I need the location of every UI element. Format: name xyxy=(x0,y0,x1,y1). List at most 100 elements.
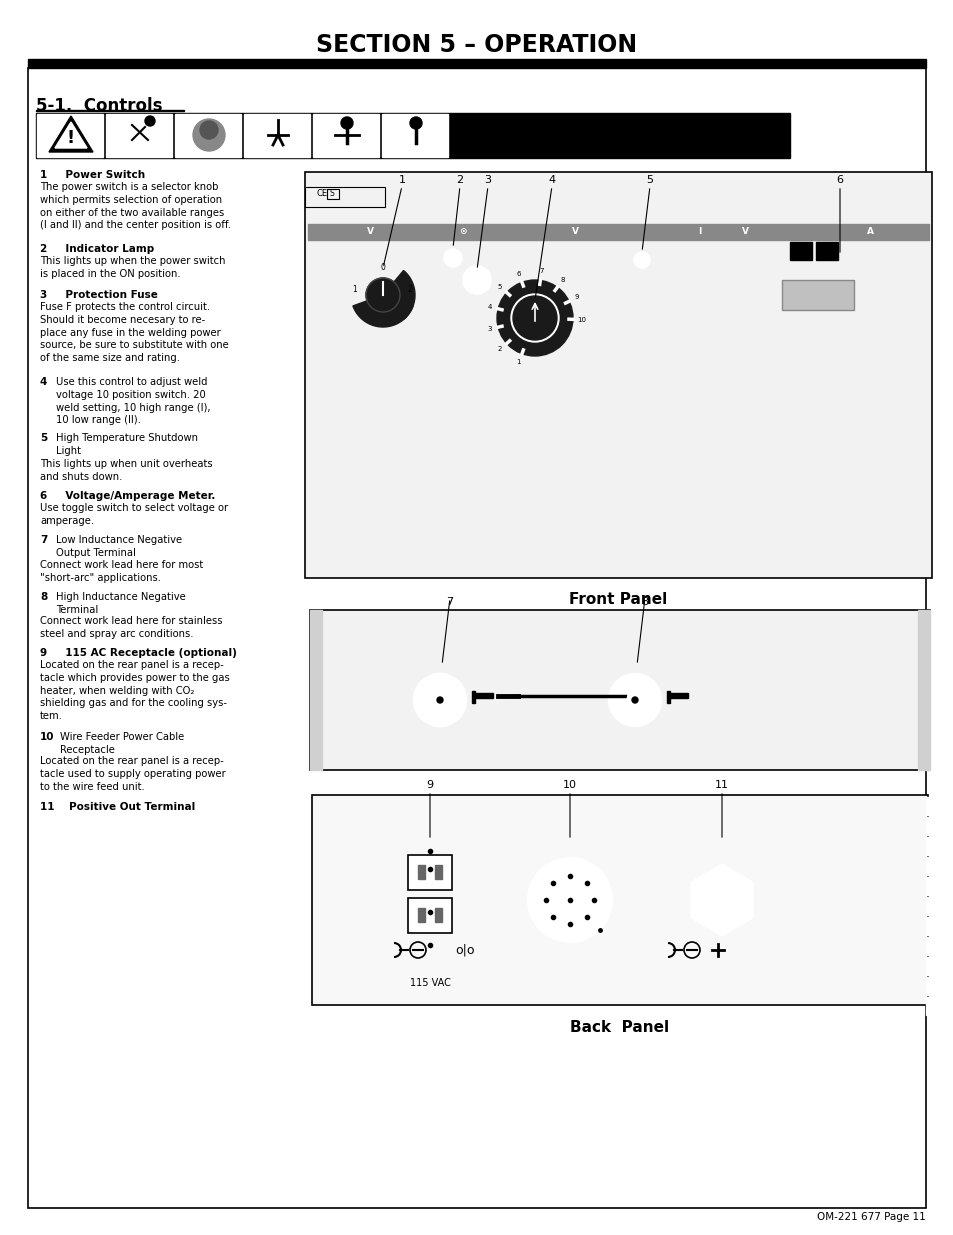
Text: V: V xyxy=(740,227,748,236)
Text: 7: 7 xyxy=(538,268,543,274)
Circle shape xyxy=(366,278,399,312)
Circle shape xyxy=(634,252,649,268)
Circle shape xyxy=(511,294,558,342)
Text: V: V xyxy=(366,227,374,236)
Text: OM-221 677 Page 11: OM-221 677 Page 11 xyxy=(817,1212,925,1221)
Text: 2: 2 xyxy=(456,175,463,185)
Text: 6     Voltage/Amperage Meter.: 6 Voltage/Amperage Meter. xyxy=(40,492,215,501)
Bar xyxy=(37,114,103,157)
Text: 4: 4 xyxy=(40,377,48,387)
Text: 11    Positive Out Terminal: 11 Positive Out Terminal xyxy=(40,802,195,811)
Polygon shape xyxy=(49,116,92,152)
Text: 115 VAC: 115 VAC xyxy=(409,978,450,988)
Text: 5: 5 xyxy=(497,284,501,289)
Circle shape xyxy=(497,280,573,356)
Text: V: V xyxy=(571,227,578,236)
Circle shape xyxy=(626,692,642,708)
Text: Wire Feeder Power Cable
Receptacle: Wire Feeder Power Cable Receptacle xyxy=(60,732,184,755)
Text: High Temperature Shutdown
Light: High Temperature Shutdown Light xyxy=(56,433,198,456)
Text: 7: 7 xyxy=(40,535,48,545)
Circle shape xyxy=(422,683,456,718)
Text: !: ! xyxy=(67,128,75,147)
Text: 4: 4 xyxy=(487,304,491,310)
Text: 9: 9 xyxy=(575,294,578,300)
Circle shape xyxy=(193,119,225,151)
Text: This lights up when unit overheats
and shuts down.: This lights up when unit overheats and s… xyxy=(40,459,213,482)
Circle shape xyxy=(462,266,491,294)
Text: 1: 1 xyxy=(353,285,357,294)
Polygon shape xyxy=(55,122,87,148)
Text: Front Panel: Front Panel xyxy=(568,593,666,608)
Text: 8: 8 xyxy=(40,592,48,601)
Circle shape xyxy=(513,296,557,340)
Bar xyxy=(305,186,385,207)
Text: 6: 6 xyxy=(836,175,842,185)
Bar xyxy=(925,818,940,835)
Text: A: A xyxy=(865,227,873,236)
Bar xyxy=(472,692,475,703)
Text: Fuse F protects the control circuit.
Should it become necesary to re-
place any : Fuse F protects the control circuit. Sho… xyxy=(40,303,229,363)
Bar xyxy=(666,692,669,703)
Circle shape xyxy=(631,697,638,703)
Bar xyxy=(925,997,940,1015)
Text: 8: 8 xyxy=(559,277,564,283)
Bar xyxy=(312,795,927,1005)
Circle shape xyxy=(608,674,660,726)
Text: 2: 2 xyxy=(497,347,501,352)
Bar xyxy=(308,224,928,240)
Circle shape xyxy=(468,270,485,289)
Circle shape xyxy=(410,117,421,128)
Text: ⊙: ⊙ xyxy=(458,227,466,236)
Text: 5: 5 xyxy=(40,433,48,443)
Text: This lights up when the power switch
is placed in the ON position.: This lights up when the power switch is … xyxy=(40,256,225,279)
Text: 1: 1 xyxy=(517,359,520,366)
Circle shape xyxy=(618,683,651,718)
Bar xyxy=(925,918,940,935)
Bar xyxy=(925,797,940,815)
Text: 9     115 AC Receptacle (optional): 9 115 AC Receptacle (optional) xyxy=(40,648,236,658)
Bar xyxy=(669,693,687,698)
Text: 10: 10 xyxy=(562,781,577,790)
Bar xyxy=(310,610,929,769)
Bar xyxy=(789,242,811,261)
Bar xyxy=(435,864,441,879)
Text: Located on the rear panel is a recep-
tacle used to supply operating power
to th: Located on the rear panel is a recep- ta… xyxy=(40,756,226,792)
Circle shape xyxy=(145,116,154,126)
Circle shape xyxy=(340,117,353,128)
Bar xyxy=(917,610,929,769)
Text: 2: 2 xyxy=(407,285,412,294)
Text: Use this control to adjust weld
voltage 10 position switch. 20
weld setting, 10 : Use this control to adjust weld voltage … xyxy=(56,377,211,425)
Text: Back  Panel: Back Panel xyxy=(570,1020,669,1035)
Text: Connect work lead here for most
"short-arc" applications.: Connect work lead here for most "short-a… xyxy=(40,559,203,583)
Text: 4: 4 xyxy=(548,175,555,185)
Text: High Inductance Negative
Terminal: High Inductance Negative Terminal xyxy=(56,592,186,615)
Circle shape xyxy=(443,249,461,267)
Bar xyxy=(28,59,925,68)
Text: 3: 3 xyxy=(484,175,491,185)
Bar xyxy=(925,877,940,895)
Text: 3     Protection Fuse: 3 Protection Fuse xyxy=(40,290,157,300)
Bar xyxy=(417,864,424,879)
Text: 11: 11 xyxy=(714,781,728,790)
Text: 2     Indicator Lamp: 2 Indicator Lamp xyxy=(40,245,154,254)
Text: 5-1.  Controls: 5-1. Controls xyxy=(36,98,162,115)
Circle shape xyxy=(436,697,442,703)
Bar xyxy=(925,837,940,855)
Text: 1: 1 xyxy=(398,175,405,185)
Text: 7: 7 xyxy=(446,597,453,606)
Text: CE: CE xyxy=(316,189,328,199)
Circle shape xyxy=(432,692,448,708)
Bar xyxy=(305,172,931,578)
Circle shape xyxy=(414,674,465,726)
Text: The power switch is a selector knob
which permits selection of operation
on eith: The power switch is a selector knob whic… xyxy=(40,182,231,231)
Polygon shape xyxy=(691,864,752,935)
Text: Use toggle switch to select voltage or
amperage.: Use toggle switch to select voltage or a… xyxy=(40,503,228,526)
Text: SECTION 5 – OPERATION: SECTION 5 – OPERATION xyxy=(316,33,637,57)
Bar xyxy=(417,908,424,923)
Bar xyxy=(106,114,172,157)
Text: 0: 0 xyxy=(380,263,385,272)
Bar xyxy=(174,114,241,157)
Text: 10: 10 xyxy=(40,732,54,742)
Bar xyxy=(313,114,378,157)
Bar xyxy=(327,189,338,199)
